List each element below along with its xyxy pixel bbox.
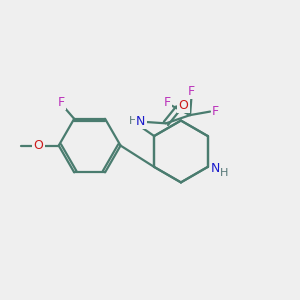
Text: F: F — [188, 85, 195, 98]
Text: F: F — [57, 95, 64, 109]
Text: O: O — [34, 139, 43, 152]
Text: H: H — [128, 116, 137, 126]
Text: F: F — [212, 105, 219, 118]
Text: O: O — [178, 99, 188, 112]
Text: F: F — [164, 96, 171, 109]
Text: N: N — [211, 162, 220, 175]
Text: N: N — [136, 115, 146, 128]
Text: H: H — [220, 168, 228, 178]
